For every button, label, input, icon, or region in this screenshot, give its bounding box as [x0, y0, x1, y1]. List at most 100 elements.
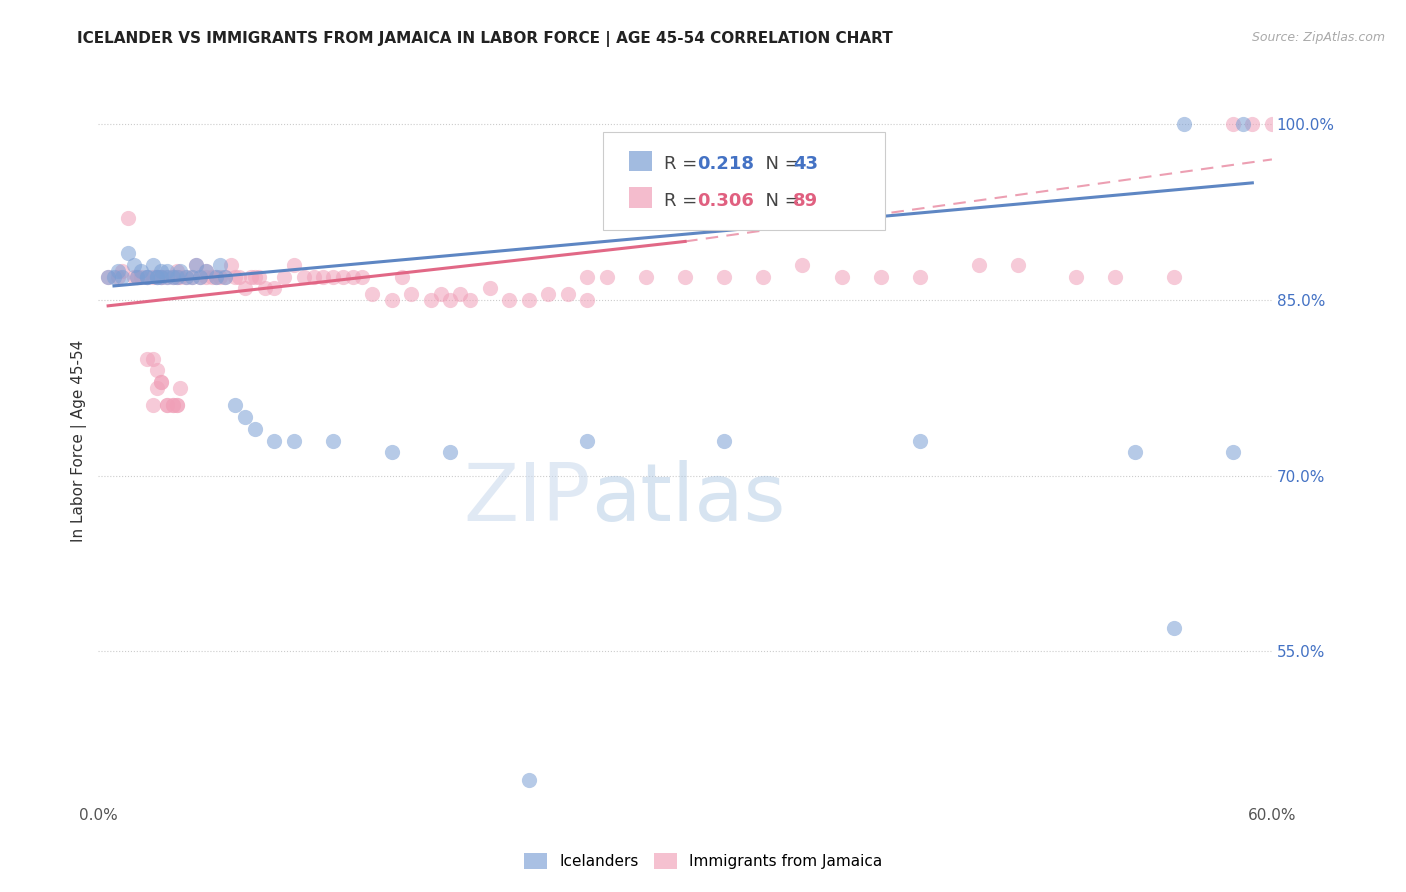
Point — [576, 269, 599, 284]
Point — [204, 269, 226, 284]
Point — [1232, 117, 1254, 131]
Point — [263, 281, 285, 295]
Point — [233, 410, 256, 425]
Point — [136, 351, 159, 366]
Y-axis label: In Labor Force | Age 45-54: In Labor Force | Age 45-54 — [72, 339, 87, 541]
Point — [1222, 445, 1244, 459]
Text: R =: R = — [664, 155, 703, 173]
Point — [1066, 269, 1088, 284]
Point — [224, 398, 246, 412]
Point — [429, 287, 451, 301]
Point — [208, 258, 231, 272]
Point — [283, 434, 305, 448]
Point — [149, 263, 172, 277]
Point — [214, 269, 236, 284]
Point — [239, 269, 262, 284]
FancyBboxPatch shape — [628, 151, 652, 171]
Point — [97, 269, 120, 284]
Legend: Icelanders, Immigrants from Jamaica: Icelanders, Immigrants from Jamaica — [517, 847, 889, 875]
Point — [214, 269, 236, 284]
Point — [166, 398, 188, 412]
Point — [156, 263, 179, 277]
Point — [166, 263, 188, 277]
Point — [449, 287, 471, 301]
Point — [247, 269, 270, 284]
Point — [322, 434, 344, 448]
Point — [156, 269, 179, 284]
Point — [156, 398, 179, 412]
Point — [103, 269, 125, 284]
Point — [439, 293, 461, 307]
Point — [224, 269, 246, 284]
Text: N =: N = — [755, 192, 806, 210]
Point — [342, 269, 364, 284]
Point — [1104, 269, 1126, 284]
Point — [1173, 117, 1195, 131]
Point — [208, 269, 231, 284]
FancyBboxPatch shape — [603, 132, 884, 230]
Point — [792, 258, 814, 272]
Point — [352, 269, 374, 284]
Point — [166, 398, 188, 412]
Point — [576, 293, 599, 307]
Point — [908, 269, 931, 284]
Point — [713, 269, 735, 284]
Point — [181, 269, 204, 284]
Point — [253, 281, 276, 295]
Point — [201, 269, 224, 284]
Point — [302, 269, 325, 284]
Point — [312, 269, 335, 284]
Point — [122, 269, 145, 284]
Point — [419, 293, 441, 307]
Point — [596, 269, 619, 284]
Point — [361, 287, 384, 301]
Point — [136, 269, 159, 284]
Point — [169, 269, 191, 284]
Point — [142, 258, 165, 272]
Point — [1241, 117, 1264, 131]
Point — [1261, 117, 1284, 131]
Point — [136, 269, 159, 284]
Point — [204, 269, 226, 284]
Point — [381, 293, 404, 307]
Point — [439, 445, 461, 459]
Point — [221, 258, 243, 272]
Point — [283, 258, 305, 272]
Point — [188, 269, 211, 284]
Point — [127, 269, 149, 284]
Point — [273, 269, 295, 284]
Point — [127, 269, 149, 284]
Point — [263, 434, 285, 448]
Point — [292, 269, 315, 284]
Point — [478, 281, 501, 295]
Point — [181, 269, 204, 284]
Point — [332, 269, 354, 284]
Point — [146, 269, 169, 284]
Point — [136, 269, 159, 284]
Point — [233, 281, 256, 295]
Point — [166, 269, 188, 284]
Text: ZIP: ZIP — [464, 459, 592, 538]
Point — [1222, 117, 1244, 131]
Point — [673, 269, 696, 284]
Point — [634, 269, 657, 284]
Point — [156, 398, 179, 412]
Text: 89: 89 — [793, 192, 818, 210]
Point — [186, 258, 208, 272]
Text: 43: 43 — [793, 155, 818, 173]
FancyBboxPatch shape — [628, 187, 652, 208]
Point — [142, 351, 165, 366]
Point — [498, 293, 520, 307]
Point — [131, 263, 153, 277]
Point — [156, 269, 179, 284]
Point — [162, 398, 184, 412]
Point — [401, 287, 423, 301]
Point — [194, 263, 217, 277]
Point — [517, 773, 540, 788]
Point — [517, 293, 540, 307]
Point — [1123, 445, 1146, 459]
Point — [869, 269, 891, 284]
Point — [243, 269, 266, 284]
Point — [176, 269, 198, 284]
Point — [142, 269, 165, 284]
